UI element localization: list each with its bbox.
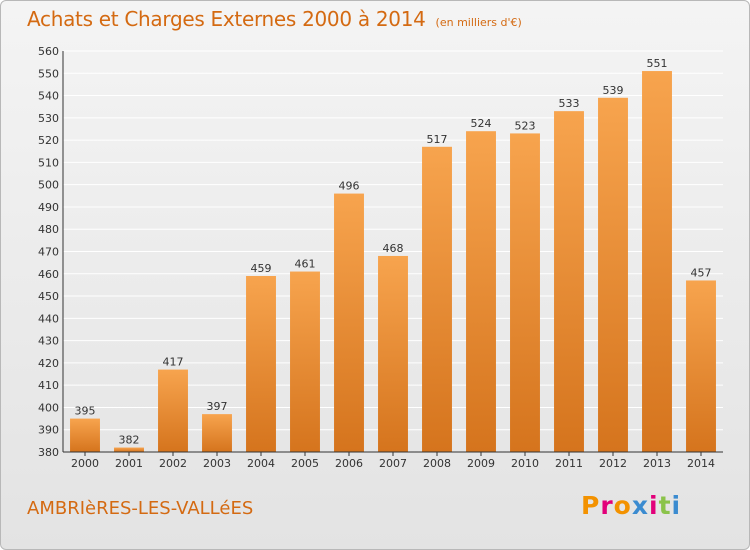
y-tick-label: 400 [38,401,59,414]
bar-value-label: 382 [119,434,140,447]
logo-letter: i [649,491,659,520]
x-tick-label: 2004 [247,457,275,470]
bar-value-label: 539 [603,84,624,97]
y-tick-label: 510 [38,156,59,169]
bar [686,280,716,452]
y-tick-label: 560 [38,45,59,58]
bar [378,255,408,452]
x-tick-label: 2005 [291,457,319,470]
bar [114,447,144,452]
x-tick-label: 2008 [423,457,451,470]
bar [70,418,100,452]
bar [642,71,672,453]
bar-value-label: 524 [471,117,492,130]
y-tick-label: 430 [38,335,59,348]
bar [466,131,496,452]
bar [290,271,320,452]
chart-subtitle: (en milliers d'€) [435,16,522,29]
y-tick-label: 420 [38,357,59,370]
logo-letter: P [581,491,601,520]
bar-value-label: 461 [295,258,316,271]
bar [554,111,584,453]
x-tick-label: 2013 [643,457,671,470]
y-tick-label: 490 [38,201,59,214]
bar-value-label: 523 [515,119,536,132]
x-tick-label: 2002 [159,457,187,470]
bar [510,133,540,452]
x-tick-label: 2007 [379,457,407,470]
city-name: AMBRIèRES-LES-VALLéES [27,498,254,519]
logo-letter: o [613,491,632,520]
bar-value-label: 551 [647,57,668,70]
y-tick-label: 380 [38,446,59,459]
x-tick-label: 2001 [115,457,143,470]
y-tick-label: 530 [38,112,59,125]
y-tick-label: 480 [38,223,59,236]
x-tick-label: 2014 [687,457,715,470]
bar [422,146,452,453]
x-axis-ticks: 2000 2001 2002 2003 2004 2005 2006 2007 2008 2009… [63,451,723,470]
logo-letter: t [658,491,672,520]
y-tick-label: 410 [38,379,59,392]
bar-value-label: 533 [559,97,580,110]
bar [598,97,628,453]
y-tick-label: 440 [38,312,59,325]
x-tick-label: 2000 [71,457,99,470]
bar [246,276,276,452]
bar-value-label: 457 [691,266,712,279]
chart-title: Achats et Charges Externes 2000 à 2014 (e… [27,7,522,31]
y-tick-label: 520 [38,134,59,147]
logo-letter: x [631,491,649,520]
bar-value-label: 468 [383,242,404,255]
bars: 395 382 417 397 459 461 496 468 517 524 523 533 539 5… [70,57,716,453]
x-tick-label: 2012 [599,457,627,470]
x-tick-label: 2010 [511,457,539,470]
x-tick-label: 2003 [203,457,231,470]
proxiti-logo: Proxiti [581,491,681,520]
bar-value-label: 459 [251,262,272,275]
x-tick-label: 2011 [555,457,583,470]
x-tick-label: 2009 [467,457,495,470]
x-tick-label: 2006 [335,457,363,470]
logo-letter: i [671,491,682,520]
y-tick-label: 540 [38,90,59,103]
y-tick-label: 460 [38,268,59,281]
bar-value-label: 517 [427,133,448,146]
y-tick-label: 390 [38,424,59,437]
bar-value-label: 417 [163,356,184,369]
bar [158,369,188,452]
bar-value-label: 397 [207,400,228,413]
y-tick-label: 470 [38,246,59,259]
bar [202,414,232,452]
y-tick-label: 500 [38,179,59,192]
title-text: Achats et Charges Externes 2000 à 2014 [27,7,426,31]
bar-value-label: 496 [339,180,360,193]
logo-letter: r [600,491,614,520]
y-axis-ticks: 380 390 400 410 420 430 440 450 460 470 480 490 500 5… [38,45,64,459]
bar [334,193,364,453]
y-tick-label: 550 [38,67,59,80]
y-tick-label: 450 [38,290,59,303]
bar-value-label: 395 [75,405,96,418]
